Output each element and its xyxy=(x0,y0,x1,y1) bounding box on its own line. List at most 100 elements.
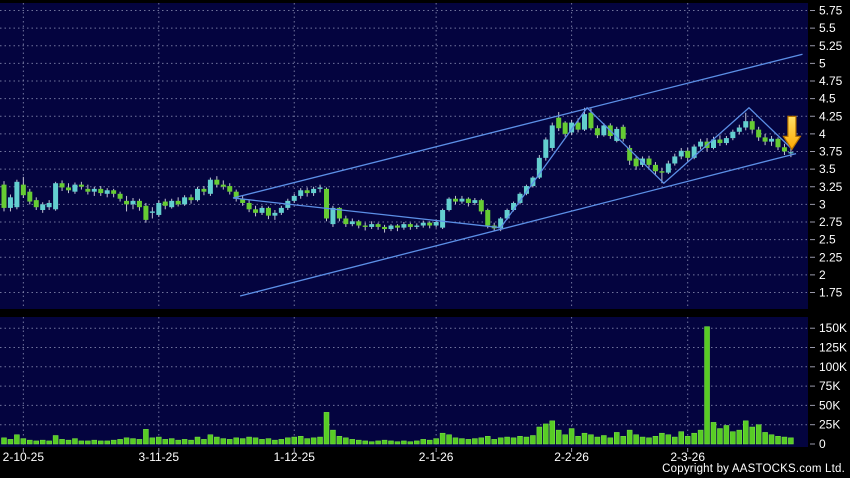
volume-bar xyxy=(446,434,452,445)
volume-bar xyxy=(265,438,272,445)
candle-down xyxy=(362,225,368,227)
volume-bar xyxy=(491,439,497,445)
volume-bar xyxy=(362,440,368,445)
candle-up xyxy=(711,139,716,148)
volume-bar xyxy=(768,434,775,445)
volume-bar xyxy=(72,438,78,445)
price-tick-label: 3.5 xyxy=(819,162,836,176)
candle-down xyxy=(717,139,723,144)
price-tick-label: 4.5 xyxy=(819,92,836,106)
volume-bar xyxy=(452,437,459,445)
volume-bar xyxy=(246,436,252,445)
price-tick-label: 5.75 xyxy=(819,4,843,18)
candle-down xyxy=(394,225,400,228)
candle-up xyxy=(582,114,587,130)
volume-bar xyxy=(652,436,659,445)
channel-upper-line xyxy=(232,53,803,199)
volume-bar xyxy=(1,437,7,445)
candle-down xyxy=(556,117,562,129)
month-tick-label: 2-1-26 xyxy=(419,450,454,464)
volume-bar xyxy=(472,438,478,445)
volume-bar xyxy=(381,439,388,445)
volume-tick-label: 25K xyxy=(819,418,840,432)
volume-bar xyxy=(691,432,697,445)
volume-bar xyxy=(194,436,201,445)
volume-bar xyxy=(7,439,14,445)
candle-down xyxy=(594,128,600,136)
candle-up xyxy=(169,200,175,208)
volume-bar xyxy=(375,440,381,445)
volume-bar xyxy=(678,431,684,445)
candle-up xyxy=(569,122,575,133)
candle-down xyxy=(143,205,149,220)
candle-down xyxy=(201,188,207,192)
candle-down xyxy=(659,171,665,173)
price-tick-label: 3.25 xyxy=(819,180,843,194)
volume-bar xyxy=(723,425,730,445)
candle-down xyxy=(33,200,39,208)
volume-tick-label: 0 xyxy=(819,437,826,451)
candle-up xyxy=(504,210,510,219)
volume-bar xyxy=(252,437,259,445)
volume-bar xyxy=(781,436,788,445)
candle-down xyxy=(588,112,594,129)
candle-up xyxy=(91,188,97,192)
candle-up xyxy=(349,221,355,225)
price-tick-label: 5 xyxy=(819,56,826,70)
candle-up xyxy=(149,211,155,213)
candle-up xyxy=(401,224,407,228)
volume-bar xyxy=(110,439,117,445)
candle-down xyxy=(375,224,381,227)
volume-bar xyxy=(497,437,504,445)
candle-up xyxy=(736,127,742,132)
candle-down xyxy=(20,184,26,196)
candle-down xyxy=(175,200,181,205)
volume-bar xyxy=(439,432,446,445)
price-tick-label: 1.75 xyxy=(819,286,843,300)
volume-bar xyxy=(85,440,91,445)
candle-up xyxy=(440,210,446,228)
candle-up xyxy=(195,188,200,201)
volume-bar xyxy=(33,440,39,445)
volume-bar xyxy=(401,440,407,445)
volume-bar xyxy=(130,438,136,445)
candle-down xyxy=(627,147,633,161)
volume-bar xyxy=(710,422,717,445)
volume-bar xyxy=(659,432,665,445)
candle-down xyxy=(78,184,84,187)
volume-bar xyxy=(317,436,323,445)
candle-down xyxy=(188,197,194,201)
volume-bar xyxy=(775,436,781,445)
volume-bar xyxy=(117,439,123,445)
volume-tick-label: 150K xyxy=(819,321,847,335)
candle-up xyxy=(536,157,542,178)
volume-bar xyxy=(39,439,46,445)
candle-up xyxy=(459,198,465,202)
candle-down xyxy=(465,198,471,203)
volume-bar xyxy=(181,439,188,445)
volume-bar xyxy=(285,437,291,445)
copyright-text: Copyright by AASTOCKS.com Ltd. xyxy=(662,463,845,475)
candle-up xyxy=(511,202,517,211)
volume-bar xyxy=(162,439,168,445)
month-tick-label: 2-3-26 xyxy=(670,450,705,464)
candle-down xyxy=(66,187,71,191)
volume-bar xyxy=(717,428,723,445)
volume-bar xyxy=(65,439,72,445)
candle-down xyxy=(214,179,220,185)
candle-down xyxy=(575,122,581,130)
candle-down xyxy=(265,207,271,216)
candle-down xyxy=(756,129,762,138)
volume-bar xyxy=(214,436,220,445)
volume-bar xyxy=(594,436,601,445)
volume-bar xyxy=(310,437,317,445)
volume-bar xyxy=(336,436,343,445)
volume-bar xyxy=(330,429,336,445)
volume-bar xyxy=(394,441,401,445)
volume-bar xyxy=(549,420,555,445)
volume-bar xyxy=(368,441,375,445)
volume-bar xyxy=(388,440,394,445)
volume-bar xyxy=(175,439,181,445)
candle-up xyxy=(207,179,213,194)
